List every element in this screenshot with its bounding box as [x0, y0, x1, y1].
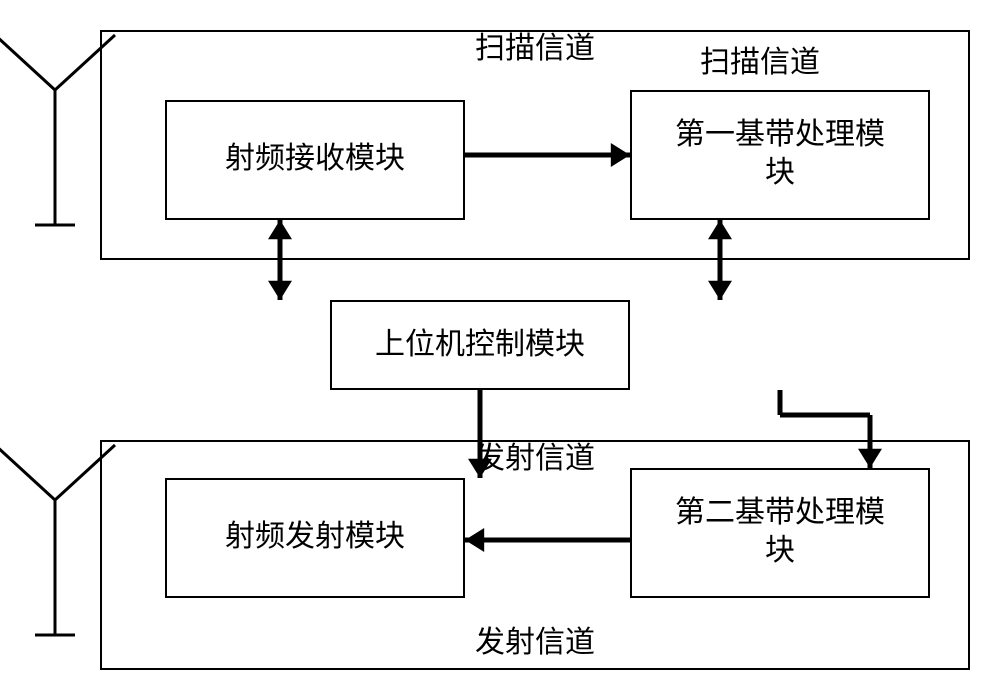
box-label: 射频发射模块: [165, 518, 465, 556]
region-label: 扫描信道: [700, 44, 820, 82]
region-label: 发射信道: [475, 624, 595, 662]
box-label: 第一基带处理模块: [630, 116, 930, 191]
box-label: 射频接收模块: [165, 140, 465, 178]
box-label: 扫描信道: [100, 30, 970, 68]
box-label: 上位机控制模块: [330, 326, 630, 364]
box-label: 第二基带处理模块: [630, 494, 930, 569]
